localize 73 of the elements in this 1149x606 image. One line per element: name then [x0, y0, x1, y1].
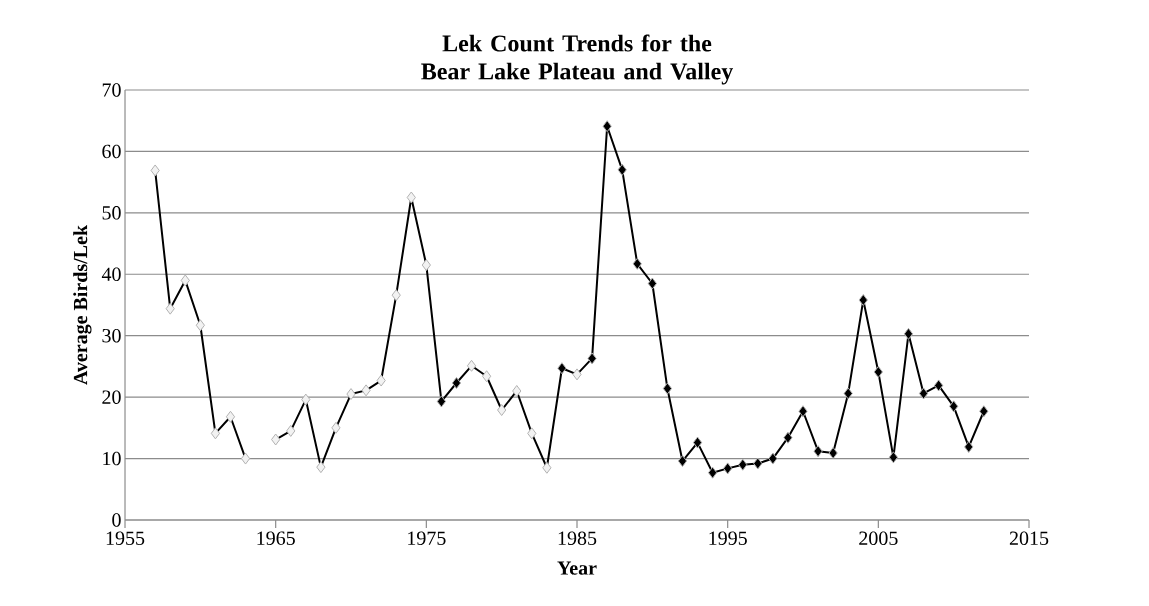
point [843, 387, 853, 400]
point [150, 164, 160, 177]
point [436, 395, 447, 408]
y-tick-label: 20 [102, 390, 121, 404]
point [933, 379, 944, 392]
point [346, 388, 356, 401]
point [828, 447, 838, 460]
point [692, 436, 703, 449]
point [391, 289, 401, 302]
point [813, 445, 823, 458]
y-tick-label: 30 [102, 328, 121, 343]
point [964, 440, 974, 453]
point [903, 327, 914, 340]
x-tick-label: 1955 [106, 531, 145, 545]
point [858, 294, 868, 307]
point [286, 424, 296, 437]
point [768, 452, 778, 465]
y-tick-label: 40 [101, 267, 121, 282]
point [873, 365, 883, 378]
point [662, 382, 673, 395]
point [572, 368, 582, 381]
point [707, 466, 718, 479]
point [798, 405, 808, 418]
point [617, 163, 627, 176]
x-tick-label: 1995 [709, 531, 747, 545]
point [451, 377, 462, 389]
point [361, 384, 371, 397]
point [918, 387, 929, 400]
point [331, 421, 341, 434]
x-tick-label: 1965 [257, 531, 295, 545]
y-tick-label: 10 [103, 451, 121, 466]
x-tick-label: 1975 [408, 531, 446, 545]
y-tick-label: 60 [102, 144, 121, 159]
y-axis-title: Average Birds/Lek [73, 224, 92, 385]
point [949, 400, 959, 413]
point [602, 120, 612, 133]
point [497, 404, 507, 417]
point [316, 461, 326, 474]
point [542, 461, 552, 474]
point [240, 452, 251, 465]
point [527, 427, 537, 440]
point [677, 455, 688, 468]
point [557, 362, 567, 375]
point [723, 462, 733, 475]
chart-title: Lek Count Trends for the Bear Lake Plateau and Valley [421, 34, 734, 85]
x-tick-label: 2005 [859, 531, 898, 546]
point [406, 191, 416, 204]
point [753, 457, 763, 470]
point [301, 393, 311, 406]
point [783, 431, 793, 444]
point [165, 302, 175, 315]
point [512, 384, 522, 397]
y-tick-label: 50 [102, 206, 121, 220]
point [421, 259, 431, 272]
point [180, 274, 190, 287]
point [888, 451, 899, 464]
point [979, 405, 989, 418]
y-tick-label: 0 [112, 513, 121, 527]
x-tick-label: 1985 [558, 531, 597, 546]
point [738, 458, 748, 471]
point [376, 374, 386, 387]
point [225, 410, 236, 423]
y-tick-label: 70 [102, 83, 121, 97]
point [587, 352, 597, 365]
x-axis-title: Year [557, 561, 597, 575]
point [481, 370, 492, 383]
point [632, 257, 642, 270]
x-tick-label: 2015 [1009, 531, 1049, 546]
point [466, 359, 477, 372]
point [647, 277, 657, 290]
point [271, 433, 281, 446]
point [195, 319, 205, 332]
point [210, 427, 221, 440]
